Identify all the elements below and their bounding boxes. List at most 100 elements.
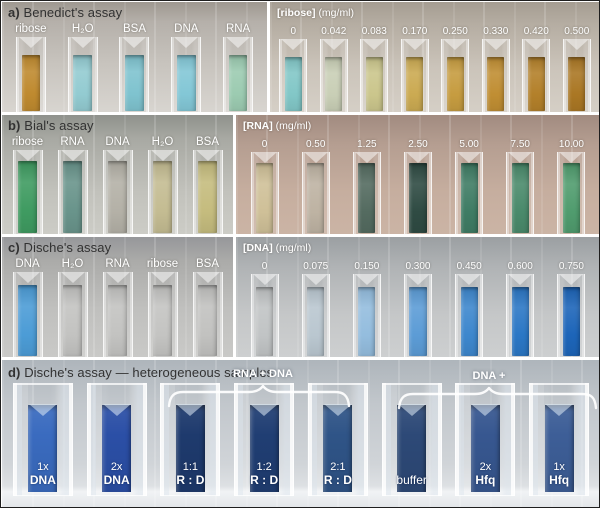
cuvette-label: BSA [195,258,219,270]
bracket-label-rna-dna: RNA + DNA [233,368,293,380]
cuvette: 0.075 [290,257,341,357]
cuvette: 0.50 [290,135,341,234]
cuvette-label: 0.083 [361,26,387,37]
series-unit-label: (mg/ml) [318,7,355,19]
cuvette: RNA [50,135,95,234]
rna-dilution-subpanel: [RNA] (mg/ml) 0 0.50 1.25 2.50 5.00 7.50 [236,115,599,234]
cuvette-label: 1x Hfq [537,461,582,487]
cuvette-label: RNA [225,23,251,35]
cuvette: 0 [239,135,290,234]
cuvette-liquid [307,162,325,233]
series-unit-label: (mg/ml) [275,120,312,132]
cuvette: 0.500 [557,22,598,112]
cuvette-body [15,37,46,112]
cuvette-body [522,39,551,112]
cuvette-label: 0.750 [558,261,584,272]
cuvette-liquid [177,55,196,112]
cuvette-body [352,274,381,357]
ribose-dilution-subpanel: [ribose] (mg/ml) 0 0.042 0.083 0.170 0.2… [270,2,599,112]
cuvette-body: buffer [381,383,442,496]
cuvette-body [102,272,133,357]
cuvette-label: 0.170 [402,26,428,37]
cuvette: 2x DNA [84,374,150,507]
cuvette: 0.420 [516,22,557,112]
cuvette-body [455,274,484,357]
cuvette-liquid: 2:1 R : D [323,404,353,492]
cuvette-label: 0 [290,26,297,37]
cuvette-label: 0 [261,261,268,272]
cuvette: DNA [95,135,140,234]
cuvette: BSA [185,257,230,357]
cuvette-label: DNA [174,23,199,35]
cuvette-liquid [18,285,37,357]
cuvette: 1:1 R : D [157,374,223,507]
cuvette: 0.750 [546,257,597,357]
cuvette-liquid [198,285,217,357]
cuvette-label: 0 [261,139,268,150]
cuvette-liquid [63,285,82,357]
cuvette: 2x Hfq [452,374,518,507]
cuvette-liquid [460,286,478,356]
panel-disches-assay: c) Dische's assay DNA H₂O RNA ribose BSA… [2,237,599,357]
cuvette-liquid [527,57,546,111]
cuvette-body [360,39,389,112]
disches-samples-subpanel: c) Dische's assay DNA H₂O RNA ribose BSA [2,237,233,357]
cuvette: 0 [239,257,290,357]
cuvette-liquid [255,286,274,356]
cuvette-liquid [487,57,505,111]
cuvette-label: DNA [105,136,130,148]
cuvette-body: 1:2 R : D [234,383,295,496]
benedicts-samples-row: ribose H₂O BSA DNA RNA [2,22,267,112]
cuvette-label-line2: buffer [396,472,427,487]
cuvette-label-line2: Hfq [549,472,570,487]
cuvette-body [171,37,202,112]
cuvette-liquid [108,161,127,233]
cuvette-liquid [358,162,376,233]
cuvette: ribose [140,257,185,357]
cuvette-label: 1x DNA [20,461,65,487]
cuvette-body: 2x Hfq [455,383,516,496]
cuvette-label-line1: 1x [553,460,565,473]
cuvette: 0.083 [354,22,395,112]
cuvette: 0 [273,22,314,112]
cuvette-label: 1:2 R : D [242,461,287,487]
cuvette: 0.250 [435,22,476,112]
cuvette-liquid [562,286,581,356]
bracket-label-dna-plus: DNA + [472,370,506,382]
series-analyte-label: [RNA] [243,120,273,132]
cuvette-liquid [325,57,343,111]
cuvette-label: buffer [389,473,434,487]
cuvette-liquid [511,286,530,356]
cuvette-label: 2x Hfq [463,461,508,487]
rna-series-header: [RNA] (mg/ml) [236,115,599,135]
rna-dilution-row: 0 0.50 1.25 2.50 5.00 7.50 10.00 [236,135,599,234]
cuvette-label: ribose [15,23,47,35]
cuvette-label: BSA [195,136,219,148]
cuvette-liquid [358,286,376,356]
cuvette-label: 2:1 R : D [315,461,360,487]
cuvette-liquid [409,286,427,356]
cuvette-label: H₂O [71,23,94,35]
cuvette: 10.00 [546,135,597,234]
cuvette-liquid: 1x Hfq [544,404,574,492]
cuvette-body [119,37,150,112]
cuvette-body [441,39,470,112]
cuvette-label: RNA [105,258,130,270]
cuvette-label-line1: 2:1 [330,460,346,473]
cuvette-label: 0.300 [405,261,431,272]
cuvette: 2:1 R : D [305,374,371,507]
series-analyte-label: [ribose] [277,7,316,19]
cuvette-label-line2: R : D [250,472,279,487]
cuvette-label: H₂O [61,258,84,270]
cuvette-body [557,152,586,234]
cuvette: 1x DNA [10,374,76,507]
cuvette-liquid [568,57,586,111]
cuvette-label-line2: Hfq [475,472,496,487]
cuvette-liquid [406,57,424,111]
dna-dilution-row: 0 0.075 0.150 0.300 0.450 0.600 0.750 [236,257,599,357]
cuvette-liquid [198,161,217,233]
cuvette-label: 1.25 [357,139,377,150]
cuvette-label-line2: DNA [29,472,56,487]
cuvette: 5.00 [444,135,495,234]
cuvette-liquid [409,162,427,233]
